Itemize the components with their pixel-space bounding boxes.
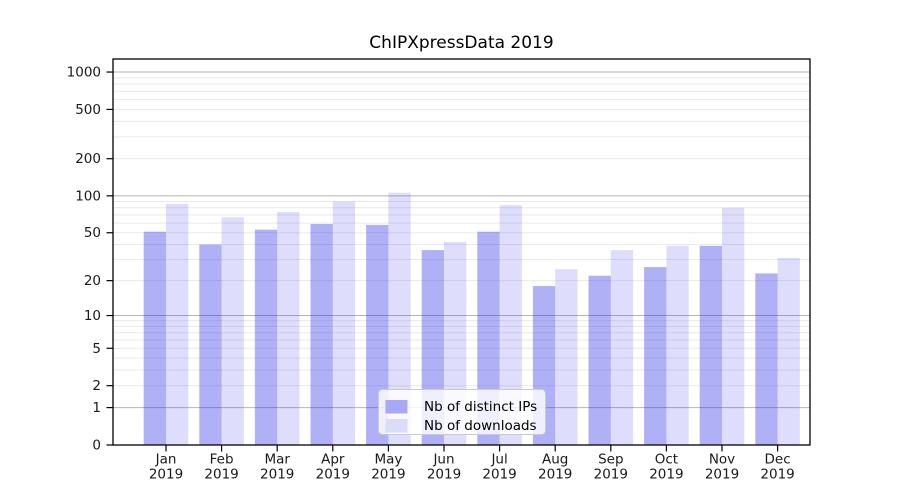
legend: Nb of distinct IPs Nb of downloads xyxy=(378,389,546,435)
x-tick-label-month: Jun xyxy=(432,452,454,468)
chart-title: ChIPXpressData 2019 xyxy=(369,33,554,53)
bar-distinct-ips-feb xyxy=(199,244,222,445)
x-tick-label-month: Sep xyxy=(598,452,623,468)
x-tick-label-year: 2019 xyxy=(760,467,794,483)
x-tick-label-month: Dec xyxy=(765,452,791,468)
x-tick-label-year: 2019 xyxy=(149,467,183,483)
legend-box xyxy=(378,389,546,435)
bar-downloads-mar xyxy=(277,211,300,445)
y-tick-label: 5 xyxy=(92,341,101,357)
y-tick-label: 1000 xyxy=(67,65,101,81)
bar-distinct-ips-sep xyxy=(588,275,611,445)
x-tick-label-month: Jul xyxy=(490,452,507,468)
x-tick-label-month: Nov xyxy=(709,452,735,468)
bar-downloads-apr xyxy=(332,201,356,445)
y-tick-label: 1 xyxy=(92,400,101,416)
y-tick-label: 500 xyxy=(75,102,101,118)
x-tick-label-year: 2019 xyxy=(538,467,572,483)
bar-distinct-ips-mar xyxy=(254,229,278,445)
bar-distinct-ips-dec xyxy=(755,273,778,445)
bar-downloads-dec xyxy=(777,257,800,445)
bar-downloads-jul xyxy=(499,205,522,445)
y-tick-label: 20 xyxy=(84,273,101,289)
bar-downloads-jan xyxy=(166,203,189,445)
x-tick-label-month: Jan xyxy=(155,452,177,468)
x-tick-label-month: Aug xyxy=(542,452,568,468)
x-tick-label-year: 2019 xyxy=(482,467,516,483)
x-tick-label-month: May xyxy=(374,452,402,468)
bar-downloads-oct xyxy=(666,245,689,445)
plot-border xyxy=(112,58,811,446)
bar-downloads-sep xyxy=(610,250,634,445)
y-tick-label: 0 xyxy=(92,438,101,454)
legend-swatch-downloads xyxy=(385,419,408,433)
y-tick-label: 100 xyxy=(75,188,101,204)
x-tick-label-year: 2019 xyxy=(260,467,294,483)
x-tick-label-month: Mar xyxy=(264,452,290,468)
x-tick-label-month: Apr xyxy=(321,452,345,468)
legend-label: Nb of downloads xyxy=(424,418,537,434)
bar-downloads-nov xyxy=(722,207,745,445)
x-tick-label-year: 2019 xyxy=(427,467,461,483)
y-tick-label: 50 xyxy=(84,225,101,241)
legend-label: Nb of distinct IPs xyxy=(424,399,537,415)
x-tick-label-year: 2019 xyxy=(594,467,628,483)
bar-downloads-may xyxy=(388,192,411,445)
x-tick-label-year: 2019 xyxy=(705,467,739,483)
x-tick-label-year: 2019 xyxy=(316,467,350,483)
x-tick-label-year: 2019 xyxy=(204,467,238,483)
legend-swatch-distinct-ips xyxy=(385,400,408,414)
bar-distinct-ips-nov xyxy=(699,245,722,445)
x-tick-label-year: 2019 xyxy=(371,467,405,483)
bar-distinct-ips-oct xyxy=(644,267,667,445)
bar-downloads-aug xyxy=(555,269,578,445)
bar-downloads-feb xyxy=(221,217,244,445)
x-tick-label-year: 2019 xyxy=(649,467,683,483)
x-tick-label-month: Feb xyxy=(210,452,234,468)
bar-distinct-ips-apr xyxy=(310,223,333,445)
x-tick-label-month: Oct xyxy=(655,452,678,468)
y-tick-label: 10 xyxy=(84,308,101,324)
y-tick-label: 2 xyxy=(92,378,101,394)
bar-distinct-ips-jan xyxy=(143,231,166,445)
y-tick-label: 200 xyxy=(75,151,101,167)
